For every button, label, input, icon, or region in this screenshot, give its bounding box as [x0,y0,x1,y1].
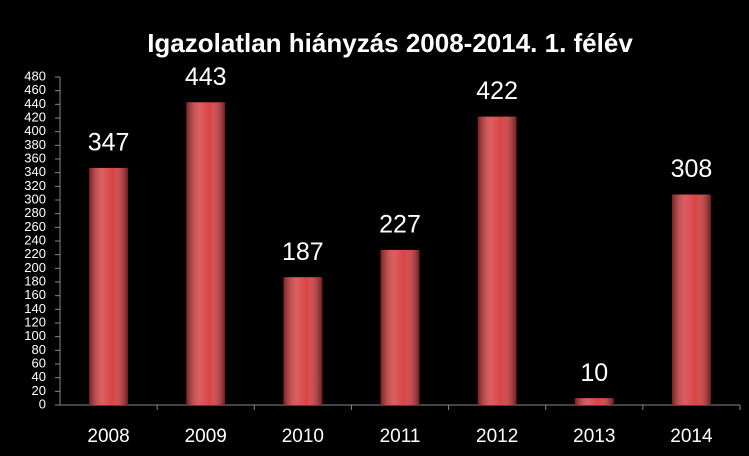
bar-shade [672,194,711,405]
y-tick-label: 60 [32,355,46,370]
y-tick-label: 280 [24,205,46,220]
data-label: 308 [671,155,713,183]
y-tick-label: 120 [24,314,46,329]
y-tick-label: 340 [24,164,46,179]
chart-title: Igazolatlan hiányzás 2008-2014. 1. félév [147,28,633,58]
bar-shade [574,398,614,405]
y-tick-label: 220 [24,246,46,261]
y-tick-label: 180 [24,273,46,288]
y-tick-label: 300 [24,191,46,206]
x-tick-label: 2009 [185,426,227,447]
bar-shade [380,249,420,405]
x-tick-label: 2008 [87,426,129,447]
data-label: 347 [88,128,130,156]
y-tick-label: 380 [24,137,46,152]
x-tick-label: 2010 [282,426,324,447]
y-tick-label: 480 [24,68,46,83]
y-tick-label: 260 [24,219,46,234]
x-tick-label: 2014 [670,426,713,447]
y-tick-label: 200 [24,260,46,275]
x-tick-label: 2012 [476,426,518,447]
y-tick-label: 160 [24,287,46,302]
y-tick-label: 40 [32,369,46,384]
x-tick-label: 2013 [573,426,615,447]
data-label: 187 [282,238,324,266]
bar-shade [186,102,226,406]
bar-shade [477,116,517,405]
y-tick-label: 80 [32,342,46,357]
data-label: 227 [379,210,421,238]
y-tick-label: 400 [24,123,46,138]
x-tick-label: 2011 [380,426,421,447]
y-tick-label: 460 [24,82,46,97]
y-tick-label: 420 [24,109,46,124]
data-label: 422 [476,77,518,105]
y-tick-label: 320 [24,178,46,193]
y-tick-label: 0 [39,396,46,411]
data-label: 10 [580,359,608,387]
bar-shade [283,277,323,405]
y-tick-label: 440 [24,96,46,111]
y-tick-label: 240 [24,232,46,247]
y-tick-label: 360 [24,150,46,165]
y-tick-label: 100 [24,328,46,343]
y-tick-label: 20 [32,383,46,398]
data-label: 443 [185,63,227,91]
y-tick-label: 140 [24,301,46,316]
bar-shade [89,167,128,405]
